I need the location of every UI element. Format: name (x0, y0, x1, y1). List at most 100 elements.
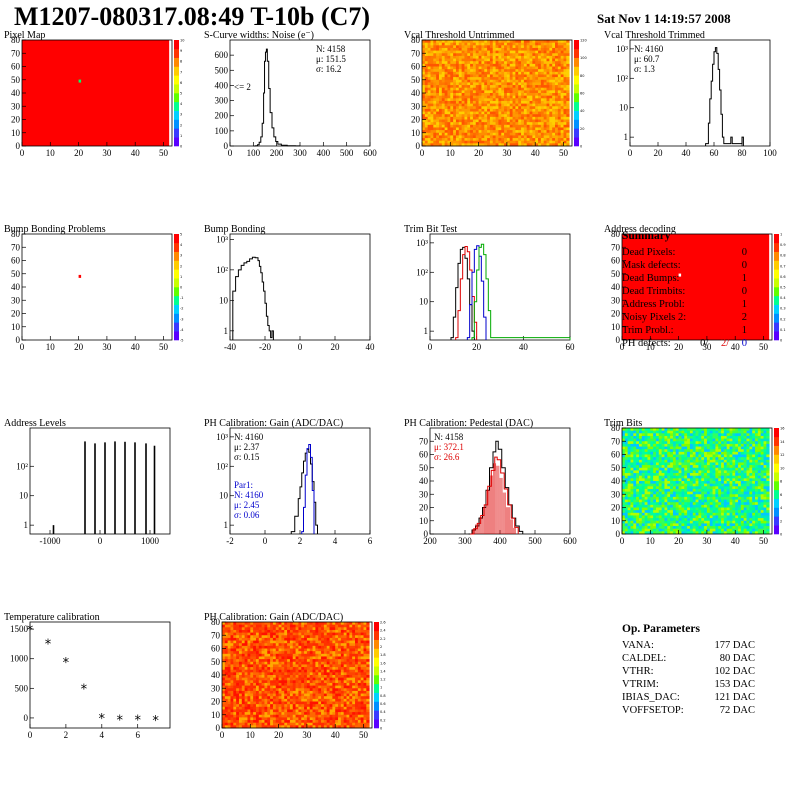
heatmap-cell (470, 82, 473, 85)
heatmap-cell (479, 101, 482, 104)
heatmap-cell (535, 67, 538, 70)
heatmap-cell (228, 696, 231, 699)
heatmap-cell (532, 45, 535, 48)
heatmap-cell (433, 114, 436, 117)
heatmap-cell (527, 48, 530, 51)
heatmap-cell (738, 523, 741, 526)
heatmap-cell (513, 51, 516, 54)
heatmap-cell (741, 513, 744, 516)
heatmap-cell (433, 88, 436, 91)
heatmap-cell (459, 72, 462, 75)
heatmap-cell (738, 452, 741, 455)
heatmap-cell (527, 93, 530, 96)
heatmap-cell (664, 484, 667, 487)
heatmap-cell (498, 93, 501, 96)
heatmap-cell (738, 449, 741, 452)
heatmap-cell (684, 476, 687, 479)
color-scale-step (174, 261, 179, 270)
heatmap-cell (433, 90, 436, 93)
x-tick-label: 6 (368, 536, 373, 546)
heatmap-cell (527, 77, 530, 80)
heatmap-cell (662, 428, 665, 431)
heatmap-cells (22, 40, 169, 146)
heatmap-cell (436, 101, 439, 104)
heatmap-cell (696, 431, 699, 434)
heatmap-cell (547, 135, 550, 138)
heatmap-cell (696, 481, 699, 484)
heatmap-cell (633, 518, 636, 521)
heatmap-cell (650, 529, 653, 532)
heatmap-cell (755, 481, 758, 484)
heatmap-cell (436, 109, 439, 112)
heatmap-cell (764, 515, 767, 518)
color-scale-label: 0.3 (780, 307, 786, 311)
heatmap-cell (510, 80, 513, 83)
heatmap-cell (459, 69, 462, 72)
heatmap-cell (510, 101, 513, 104)
heatmap-cell (552, 96, 555, 99)
heatmap-cell (524, 59, 527, 62)
heatmap-cell (761, 518, 764, 521)
heatmap-cell (555, 125, 558, 128)
heatmap-cell (558, 90, 561, 93)
heatmap-cell (236, 699, 239, 702)
heatmap-cell (496, 135, 499, 138)
heatmap-cell (476, 101, 479, 104)
heatmap-cell (732, 500, 735, 503)
heatmap-cell (453, 96, 456, 99)
heatmap-cell (766, 465, 769, 468)
heatmap-cell (535, 72, 538, 75)
heatmap-cell (547, 114, 550, 117)
heatmap-cell (228, 694, 231, 697)
heatmap-cell (487, 93, 490, 96)
heatmap-cell (670, 455, 673, 458)
heatmap-cell (222, 707, 225, 710)
y-tick-label: 30 (419, 489, 429, 499)
heatmap-cell (422, 138, 425, 141)
heatmap-cell (628, 502, 631, 505)
heatmap-cell (758, 518, 761, 521)
heatmap-cell (744, 476, 747, 479)
heatmap-cell (450, 69, 453, 72)
heatmap-cell (504, 69, 507, 72)
heatmap-cell (233, 672, 236, 675)
color-scale-label: 12 (780, 453, 784, 457)
heatmap-cell (459, 122, 462, 125)
heatmap-cell (233, 702, 236, 705)
heatmap-cell (476, 85, 479, 88)
heatmap-cell (656, 484, 659, 487)
heatmap-cell (653, 489, 656, 492)
heatmap-cell (527, 130, 530, 133)
heatmap-cell (428, 74, 431, 77)
heatmap-cell (650, 431, 653, 434)
heatmap-cell (428, 45, 431, 48)
heatmap-cell (715, 484, 718, 487)
heatmap-cell (741, 492, 744, 495)
color-scale-label: 0.2 (780, 317, 786, 321)
heatmap-cell (730, 526, 733, 529)
heatmap-cell (484, 104, 487, 107)
heatmap-cell (564, 125, 567, 128)
y-tick-label: 30 (611, 489, 621, 499)
heatmap-cell (464, 67, 467, 70)
heatmap-cell (527, 135, 530, 138)
heatmap-cell (498, 80, 501, 83)
heatmap-cell (510, 117, 513, 120)
heatmap-cell (456, 48, 459, 51)
heatmap-cell (473, 77, 476, 80)
heatmap-cell (761, 449, 764, 452)
heatmap-cell (721, 481, 724, 484)
heatmap-cell (561, 77, 564, 80)
heatmap-cell (547, 67, 550, 70)
heatmap-cell (518, 67, 521, 70)
heatmap-cell (445, 135, 448, 138)
heatmap-cell (464, 117, 467, 120)
color-scale-label: 0.7 (780, 264, 786, 268)
heatmap-cell (561, 130, 564, 133)
heatmap-cell (538, 53, 541, 56)
heatmap-cell (696, 436, 699, 439)
heatmap-cell (673, 513, 676, 516)
heatmap-cell (704, 441, 707, 444)
heatmap-cell (470, 96, 473, 99)
heatmap-cell (436, 122, 439, 125)
